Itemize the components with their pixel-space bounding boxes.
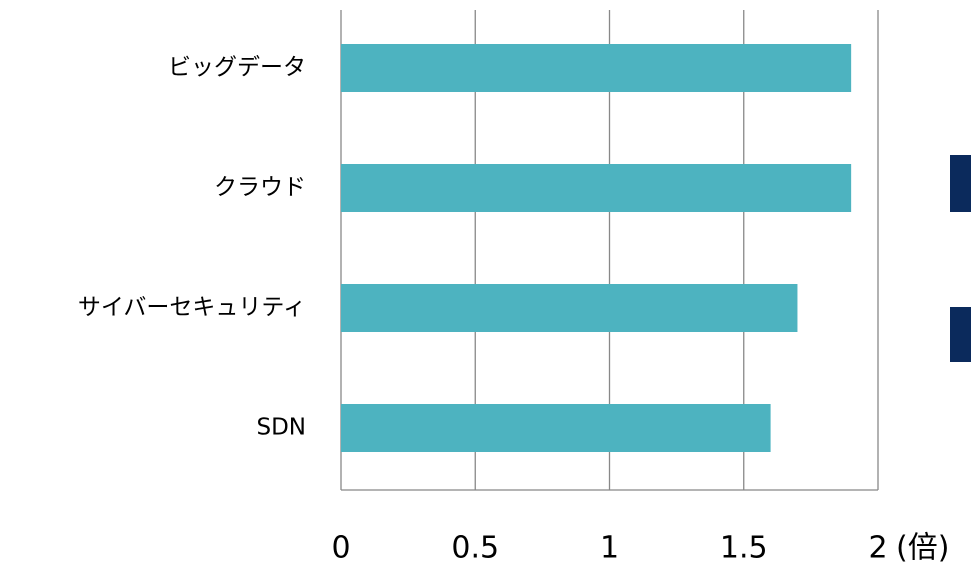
bar	[341, 404, 771, 452]
x-tick-label: 2	[868, 531, 887, 565]
x-tick-label: 1.5	[720, 531, 768, 565]
y-tick-label: サイバーセキュリティ	[78, 295, 306, 321]
x-tick-label: 0	[331, 531, 350, 565]
bar	[341, 44, 852, 92]
bar	[341, 164, 852, 212]
legend-fragment	[950, 307, 971, 362]
legend-fragment	[950, 155, 971, 212]
bar	[341, 284, 798, 332]
y-tick-label: クラウド	[214, 175, 306, 201]
y-tick-label: SDN	[256, 415, 306, 441]
x-axis-label: (倍)	[896, 531, 949, 565]
x-tick-label: 0.5	[451, 531, 499, 565]
x-tick-label: 1	[600, 531, 619, 565]
y-tick-label: ビッグデータ	[168, 55, 306, 81]
